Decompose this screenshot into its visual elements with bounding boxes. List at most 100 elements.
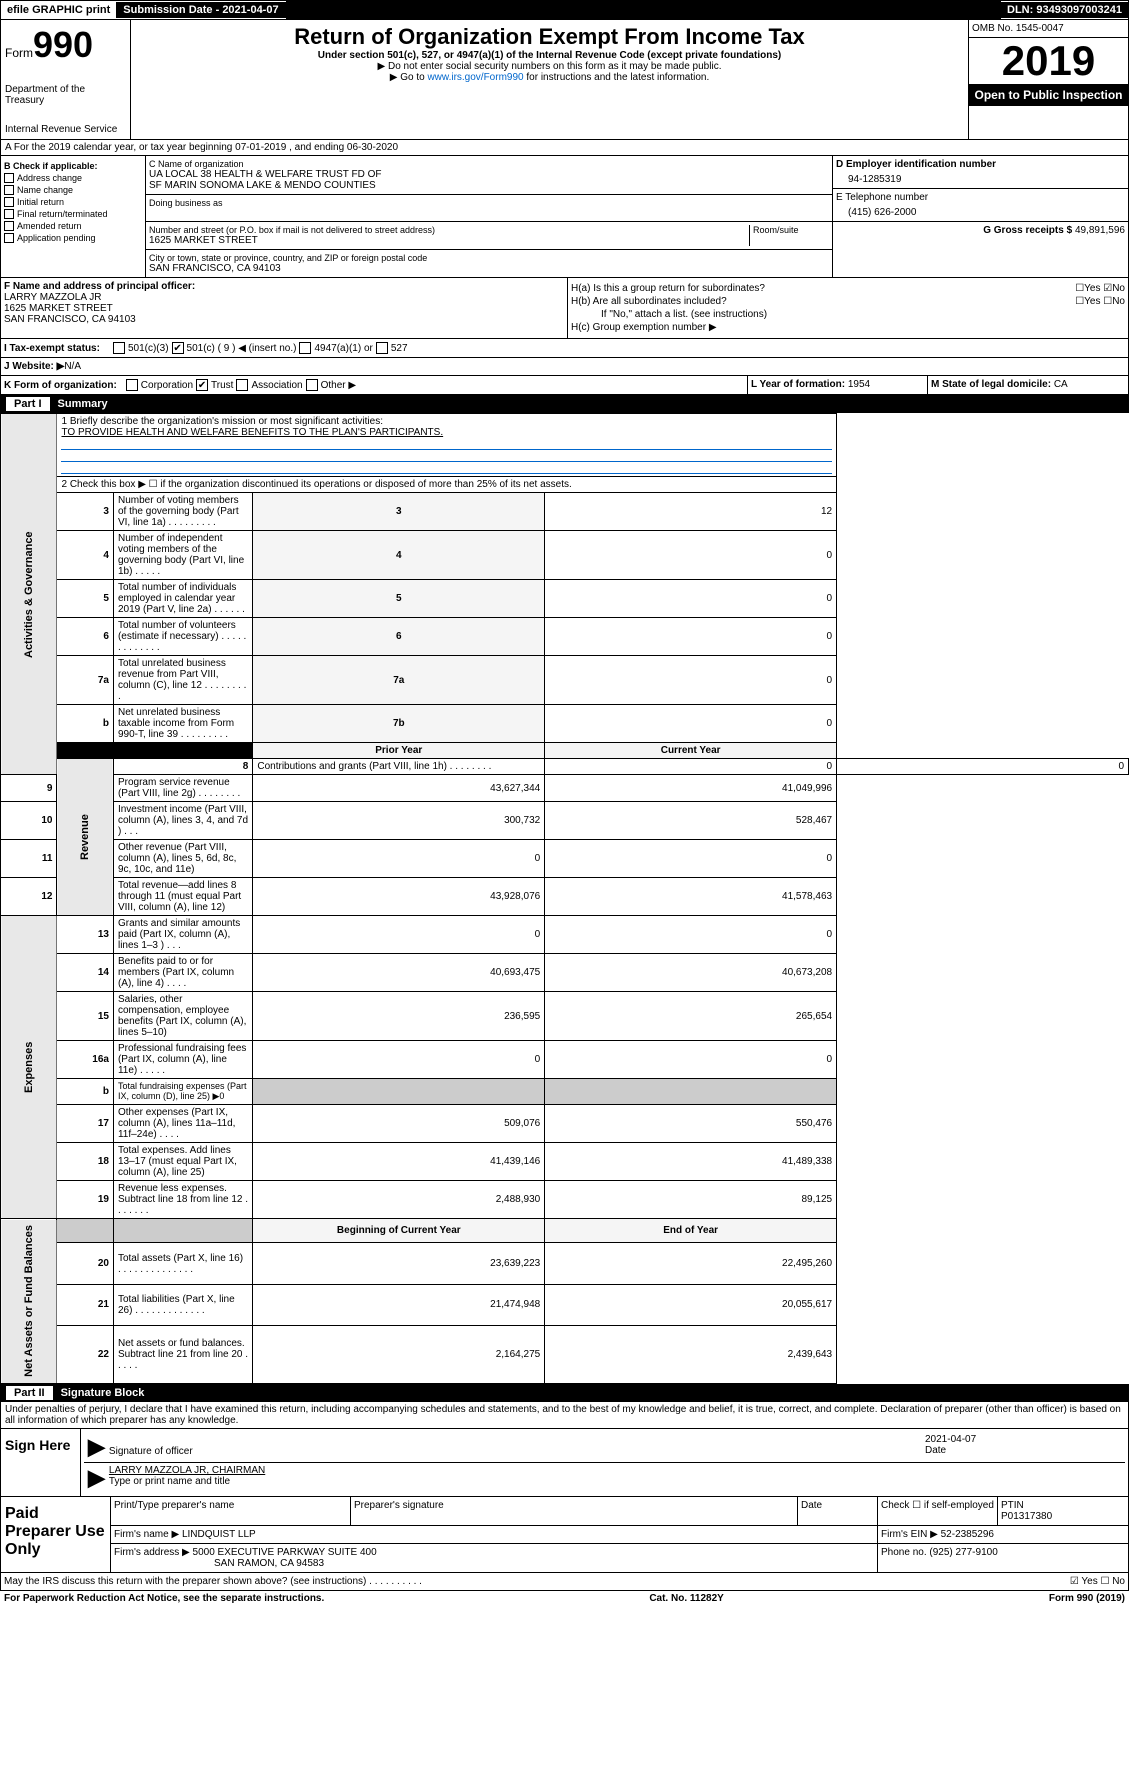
phone-section: E Telephone number (415) 626-2000 <box>833 189 1128 222</box>
part1-title: Summary <box>58 398 108 410</box>
dept-irs: Internal Revenue Service <box>5 124 126 135</box>
submission-date: Submission Date - 2021-04-07 <box>117 2 285 18</box>
part2-title: Signature Block <box>61 1387 145 1399</box>
paid-row-3: Firm's address ▶ 5000 EXECUTIVE PARKWAY … <box>111 1544 1128 1572</box>
footer: For Paperwork Reduction Act Notice, see … <box>0 1591 1129 1606</box>
ein-section: D Employer identification number 94-1285… <box>833 156 1128 189</box>
top-spacer <box>286 1 1001 19</box>
line1-label: 1 Briefly describe the organization's mi… <box>61 416 832 427</box>
sig-line-2: ▶ LARRY MAZZOLA JR, CHAIRMANType or prin… <box>84 1463 1125 1493</box>
firm-phone: Phone no. (925) 277-9100 <box>878 1544 1128 1572</box>
net-row: 20Total assets (Part X, line 16) . . . .… <box>1 1243 1129 1284</box>
chk-name-change[interactable]: Name change <box>4 185 142 195</box>
exp-row: 14Benefits paid to or for members (Part … <box>1 954 1129 992</box>
addr-label: Number and street (or P.O. box if mail i… <box>149 225 749 235</box>
chk-application[interactable]: Application pending <box>4 233 142 243</box>
chk-527[interactable] <box>376 342 388 354</box>
form-number-block: Form990 Department of the Treasury Inter… <box>1 20 131 139</box>
chk-corp[interactable] <box>126 379 138 391</box>
col-b-checkboxes: B Check if applicable: Address change Na… <box>1 156 146 277</box>
instruction-2: ▶ Go to www.irs.gov/Form990 for instruct… <box>135 72 964 83</box>
hdr-prior: Prior Year <box>253 743 545 759</box>
line1-text: TO PROVIDE HEALTH AND WELFARE BENEFITS T… <box>61 427 832 438</box>
city-section: City or town, state or province, country… <box>146 250 832 277</box>
hdr-current: Current Year <box>545 743 837 759</box>
sig-name: LARRY MAZZOLA JR, CHAIRMAN <box>109 1465 1125 1476</box>
l-year: L Year of formation: 1954 <box>748 376 928 394</box>
form-number: 990 <box>33 24 93 65</box>
exp-row: 17Other expenses (Part IX, column (A), l… <box>1 1105 1129 1143</box>
exp-row: 16aProfessional fundraising fees (Part I… <box>1 1041 1129 1079</box>
chk-501c[interactable] <box>172 342 184 354</box>
address-section: Number and street (or P.O. box if mail i… <box>146 222 832 250</box>
chk-assoc[interactable] <box>236 379 248 391</box>
open-public: Open to Public Inspection <box>969 84 1128 106</box>
rev-row: 9Program service revenue (Part VIII, lin… <box>1 775 1129 802</box>
officer-city: SAN FRANCISCO, CA 94103 <box>4 314 564 325</box>
row-a-calendar: A For the 2019 calendar year, or tax yea… <box>0 140 1129 156</box>
addr-value: 1625 MARKET STREET <box>149 235 749 246</box>
chk-initial-return[interactable]: Initial return <box>4 197 142 207</box>
phone-value: (415) 626-2000 <box>836 203 1125 218</box>
prep-self-emp: Check ☐ if self-employed <box>878 1497 998 1525</box>
sign-here-label: Sign Here <box>1 1429 81 1496</box>
city-label: City or town, state or province, country… <box>149 253 829 263</box>
perjury-text: Under penalties of perjury, I declare th… <box>0 1402 1129 1429</box>
line2: 2 Check this box ▶ ☐ if the organization… <box>57 477 837 493</box>
chk-address-change[interactable]: Address change <box>4 173 142 183</box>
chk-other[interactable] <box>306 379 318 391</box>
arrow-icon: ▶ <box>88 1434 105 1460</box>
exp-row: 15Salaries, other compensation, employee… <box>1 992 1129 1041</box>
top-bar: efile GRAPHIC print Submission Date - 20… <box>0 0 1129 20</box>
rev-row: 12Total revenue—add lines 8 through 11 (… <box>1 878 1129 916</box>
sign-body: ▶ Signature of officer 2021-04-07Date ▶ … <box>81 1429 1128 1496</box>
j-label: J Website: ▶ <box>4 361 64 372</box>
efile-label[interactable]: efile GRAPHIC print <box>1 2 117 18</box>
col-c-org: C Name of organization UA LOCAL 38 HEALT… <box>146 156 833 277</box>
hb-line: H(b) Are all subordinates included? ☐Yes… <box>571 296 1125 307</box>
form990-link[interactable]: www.irs.gov/Form990 <box>427 72 523 83</box>
ein-value: 94-1285319 <box>836 170 1125 185</box>
info-grid: B Check if applicable: Address change Na… <box>0 156 1129 278</box>
exp-row: b Total fundraising expenses (Part IX, c… <box>1 1079 1129 1105</box>
chk-4947[interactable] <box>299 342 311 354</box>
exp-row: 19Revenue less expenses. Subtract line 1… <box>1 1181 1129 1219</box>
ein-label: D Employer identification number <box>836 159 1125 170</box>
part2-header: Part II Signature Block <box>0 1384 1129 1402</box>
chk-amended[interactable]: Amended return <box>4 221 142 231</box>
line1-block: 1 Briefly describe the organization's mi… <box>57 414 837 477</box>
vtab-governance: Activities & Governance <box>1 414 57 775</box>
klm-row: K Form of organization: Corporation ✔Tru… <box>0 376 1129 395</box>
part2-num: Part II <box>6 1386 53 1400</box>
exp-row: 18Total expenses. Add lines 13–17 (must … <box>1 1143 1129 1181</box>
vtab-revenue: Revenue <box>57 759 113 916</box>
vtab-net: Net Assets or Fund Balances <box>1 1219 57 1384</box>
rev-row: 10Investment income (Part VIII, column (… <box>1 802 1129 840</box>
gross-value: 49,891,596 <box>1075 225 1125 236</box>
discuss-text: May the IRS discuss this return with the… <box>4 1576 422 1587</box>
prep-name-label: Print/Type preparer's name <box>111 1497 351 1525</box>
dba-label: Doing business as <box>149 198 829 208</box>
chk-final-return[interactable]: Final return/terminated <box>4 209 142 219</box>
col-b-header: B Check if applicable: <box>4 161 142 171</box>
h-section: H(a) Is this a group return for subordin… <box>568 278 1128 338</box>
gov-row: b Net unrelated business taxable income … <box>1 705 1129 743</box>
website-value: N/A <box>64 361 81 372</box>
tax-year: 2019 <box>969 38 1128 84</box>
website-row: J Website: ▶ N/A <box>0 358 1129 376</box>
header-right: OMB No. 1545-0047 2019 Open to Public In… <box>968 20 1128 139</box>
chk-501c3[interactable] <box>113 342 125 354</box>
sign-here-row: Sign Here ▶ Signature of officer 2021-04… <box>0 1429 1129 1497</box>
col-de: D Employer identification number 94-1285… <box>833 156 1128 277</box>
sig-line-1: ▶ Signature of officer 2021-04-07Date <box>84 1432 1125 1463</box>
principal-officer: F Name and address of principal officer:… <box>1 278 568 338</box>
hdr-end: End of Year <box>545 1219 837 1243</box>
instruction-1: ▶ Do not enter social security numbers o… <box>135 61 964 72</box>
form-ref: Form 990 (2019) <box>1049 1593 1125 1604</box>
cat-no: Cat. No. 11282Y <box>649 1593 723 1604</box>
chk-trust[interactable]: ✔ <box>196 379 208 391</box>
arrow-icon: ▶ <box>88 1465 105 1491</box>
phone-label: E Telephone number <box>836 192 1125 203</box>
k-form-org: K Form of organization: Corporation ✔Tru… <box>1 376 748 394</box>
discuss-yesno: ☑ Yes ☐ No <box>1070 1576 1125 1587</box>
